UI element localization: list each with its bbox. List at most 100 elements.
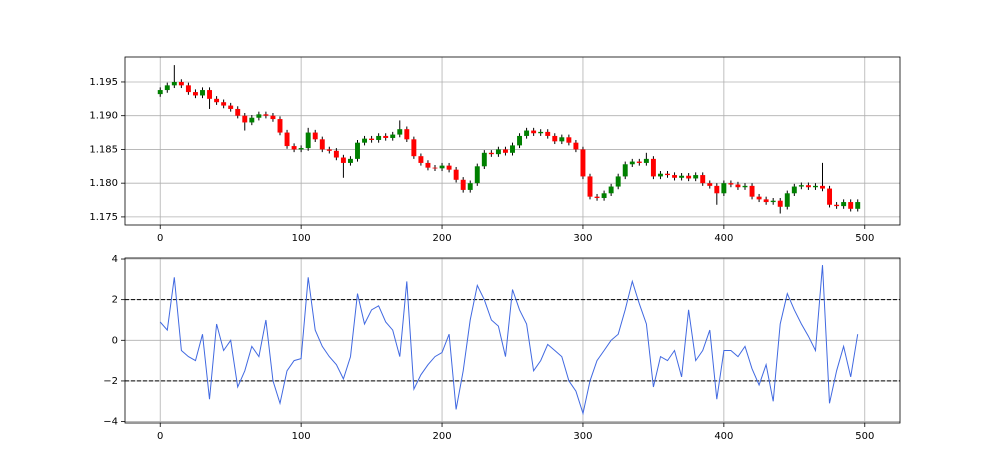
y-tick-label: 1.190: [89, 111, 118, 122]
candle-body: [615, 176, 621, 187]
candle-body: [291, 146, 297, 150]
candle-body: [686, 175, 692, 179]
candle-body: [531, 130, 537, 134]
candle-body: [552, 135, 558, 142]
x-tick-label: 400: [714, 233, 733, 244]
candle-body: [362, 138, 368, 143]
candle-body: [657, 173, 663, 177]
candle-body: [502, 149, 508, 153]
x-tick-label: 100: [292, 233, 311, 244]
x-tick-label: 200: [432, 431, 451, 442]
y-tick-label: 0: [112, 335, 118, 346]
candle-body: [277, 119, 283, 133]
y-tick-label: 2: [112, 295, 118, 306]
candle-body: [270, 115, 276, 120]
candle-body: [601, 193, 607, 199]
candle-body: [221, 102, 227, 106]
candle-body: [326, 149, 332, 151]
x-tick-label: 200: [432, 233, 451, 244]
y-tick-label: 1.175: [89, 212, 118, 223]
candle-body: [665, 173, 670, 176]
candle-body: [756, 196, 762, 200]
candle-body: [679, 175, 685, 178]
y-tick-label: −2: [103, 376, 118, 387]
candle-body: [319, 139, 325, 150]
candle-body: [827, 188, 833, 205]
candle-body: [171, 81, 177, 86]
candle-body: [404, 129, 410, 140]
candle-body: [587, 176, 593, 197]
candle-body: [164, 85, 170, 91]
candle-body: [453, 169, 459, 180]
candle-body: [460, 179, 466, 190]
candle-body: [650, 158, 656, 177]
y-tick-label: 1.195: [89, 77, 118, 88]
candle-body: [298, 148, 304, 150]
candle-body: [432, 167, 438, 169]
candle-body: [214, 98, 220, 103]
candle-body: [580, 149, 586, 177]
candle-body: [249, 117, 255, 123]
candle-body: [369, 138, 375, 140]
y-tick-label: 4: [112, 254, 118, 265]
candle-body: [841, 202, 847, 207]
candle-body: [594, 196, 600, 199]
candle-body: [157, 90, 163, 95]
candle-body: [735, 184, 741, 188]
candle-body: [855, 202, 861, 209]
x-tick-label: 500: [855, 431, 874, 442]
candle-body: [383, 135, 389, 138]
candle-body: [397, 129, 403, 135]
x-tick-label: 300: [573, 233, 592, 244]
candle-body: [376, 135, 382, 140]
candle-body: [834, 204, 840, 207]
candle-body: [721, 183, 727, 194]
candle-body: [742, 185, 748, 188]
candle-body: [192, 92, 198, 96]
candle-body: [263, 114, 269, 116]
candle-body: [200, 90, 205, 96]
x-tick-label: 400: [714, 431, 733, 442]
candle-body: [629, 161, 635, 165]
candle-body: [693, 175, 699, 179]
candle-body: [559, 137, 565, 142]
candle-body: [643, 158, 649, 163]
candle-body: [355, 142, 360, 159]
candle-body: [347, 158, 353, 163]
candle-body: [284, 132, 290, 147]
candle-body: [418, 156, 424, 163]
x-tick-label: 500: [855, 233, 874, 244]
x-tick-label: 300: [573, 431, 592, 442]
candle-body: [672, 175, 678, 178]
candle-body: [608, 186, 614, 194]
candle-body: [185, 85, 191, 93]
candle-body: [749, 185, 755, 197]
axes-frame: [124, 56, 901, 226]
candle-body: [524, 130, 530, 136]
candle-body: [488, 152, 494, 155]
candle-body: [439, 165, 445, 169]
candle-body: [777, 200, 783, 207]
candle-body: [425, 162, 431, 168]
candle-body: [305, 132, 311, 149]
axes-frame: [124, 257, 901, 424]
candle-body: [622, 164, 628, 177]
x-tick-label: 0: [157, 233, 163, 244]
candle-body: [820, 185, 825, 189]
candle-body: [714, 185, 720, 194]
candle-body: [791, 186, 797, 194]
candle-body: [312, 132, 318, 140]
candle-body: [700, 175, 706, 184]
candle-body: [728, 183, 734, 185]
candle-body: [636, 161, 642, 163]
candle-body: [467, 183, 473, 190]
candle-body: [763, 199, 769, 203]
candle-body: [566, 137, 572, 143]
candle-body: [517, 135, 523, 146]
candle-body: [333, 150, 339, 158]
candle-body: [538, 131, 544, 134]
candle-body: [573, 142, 579, 150]
candle-body: [340, 157, 346, 163]
candle-body: [545, 131, 551, 136]
